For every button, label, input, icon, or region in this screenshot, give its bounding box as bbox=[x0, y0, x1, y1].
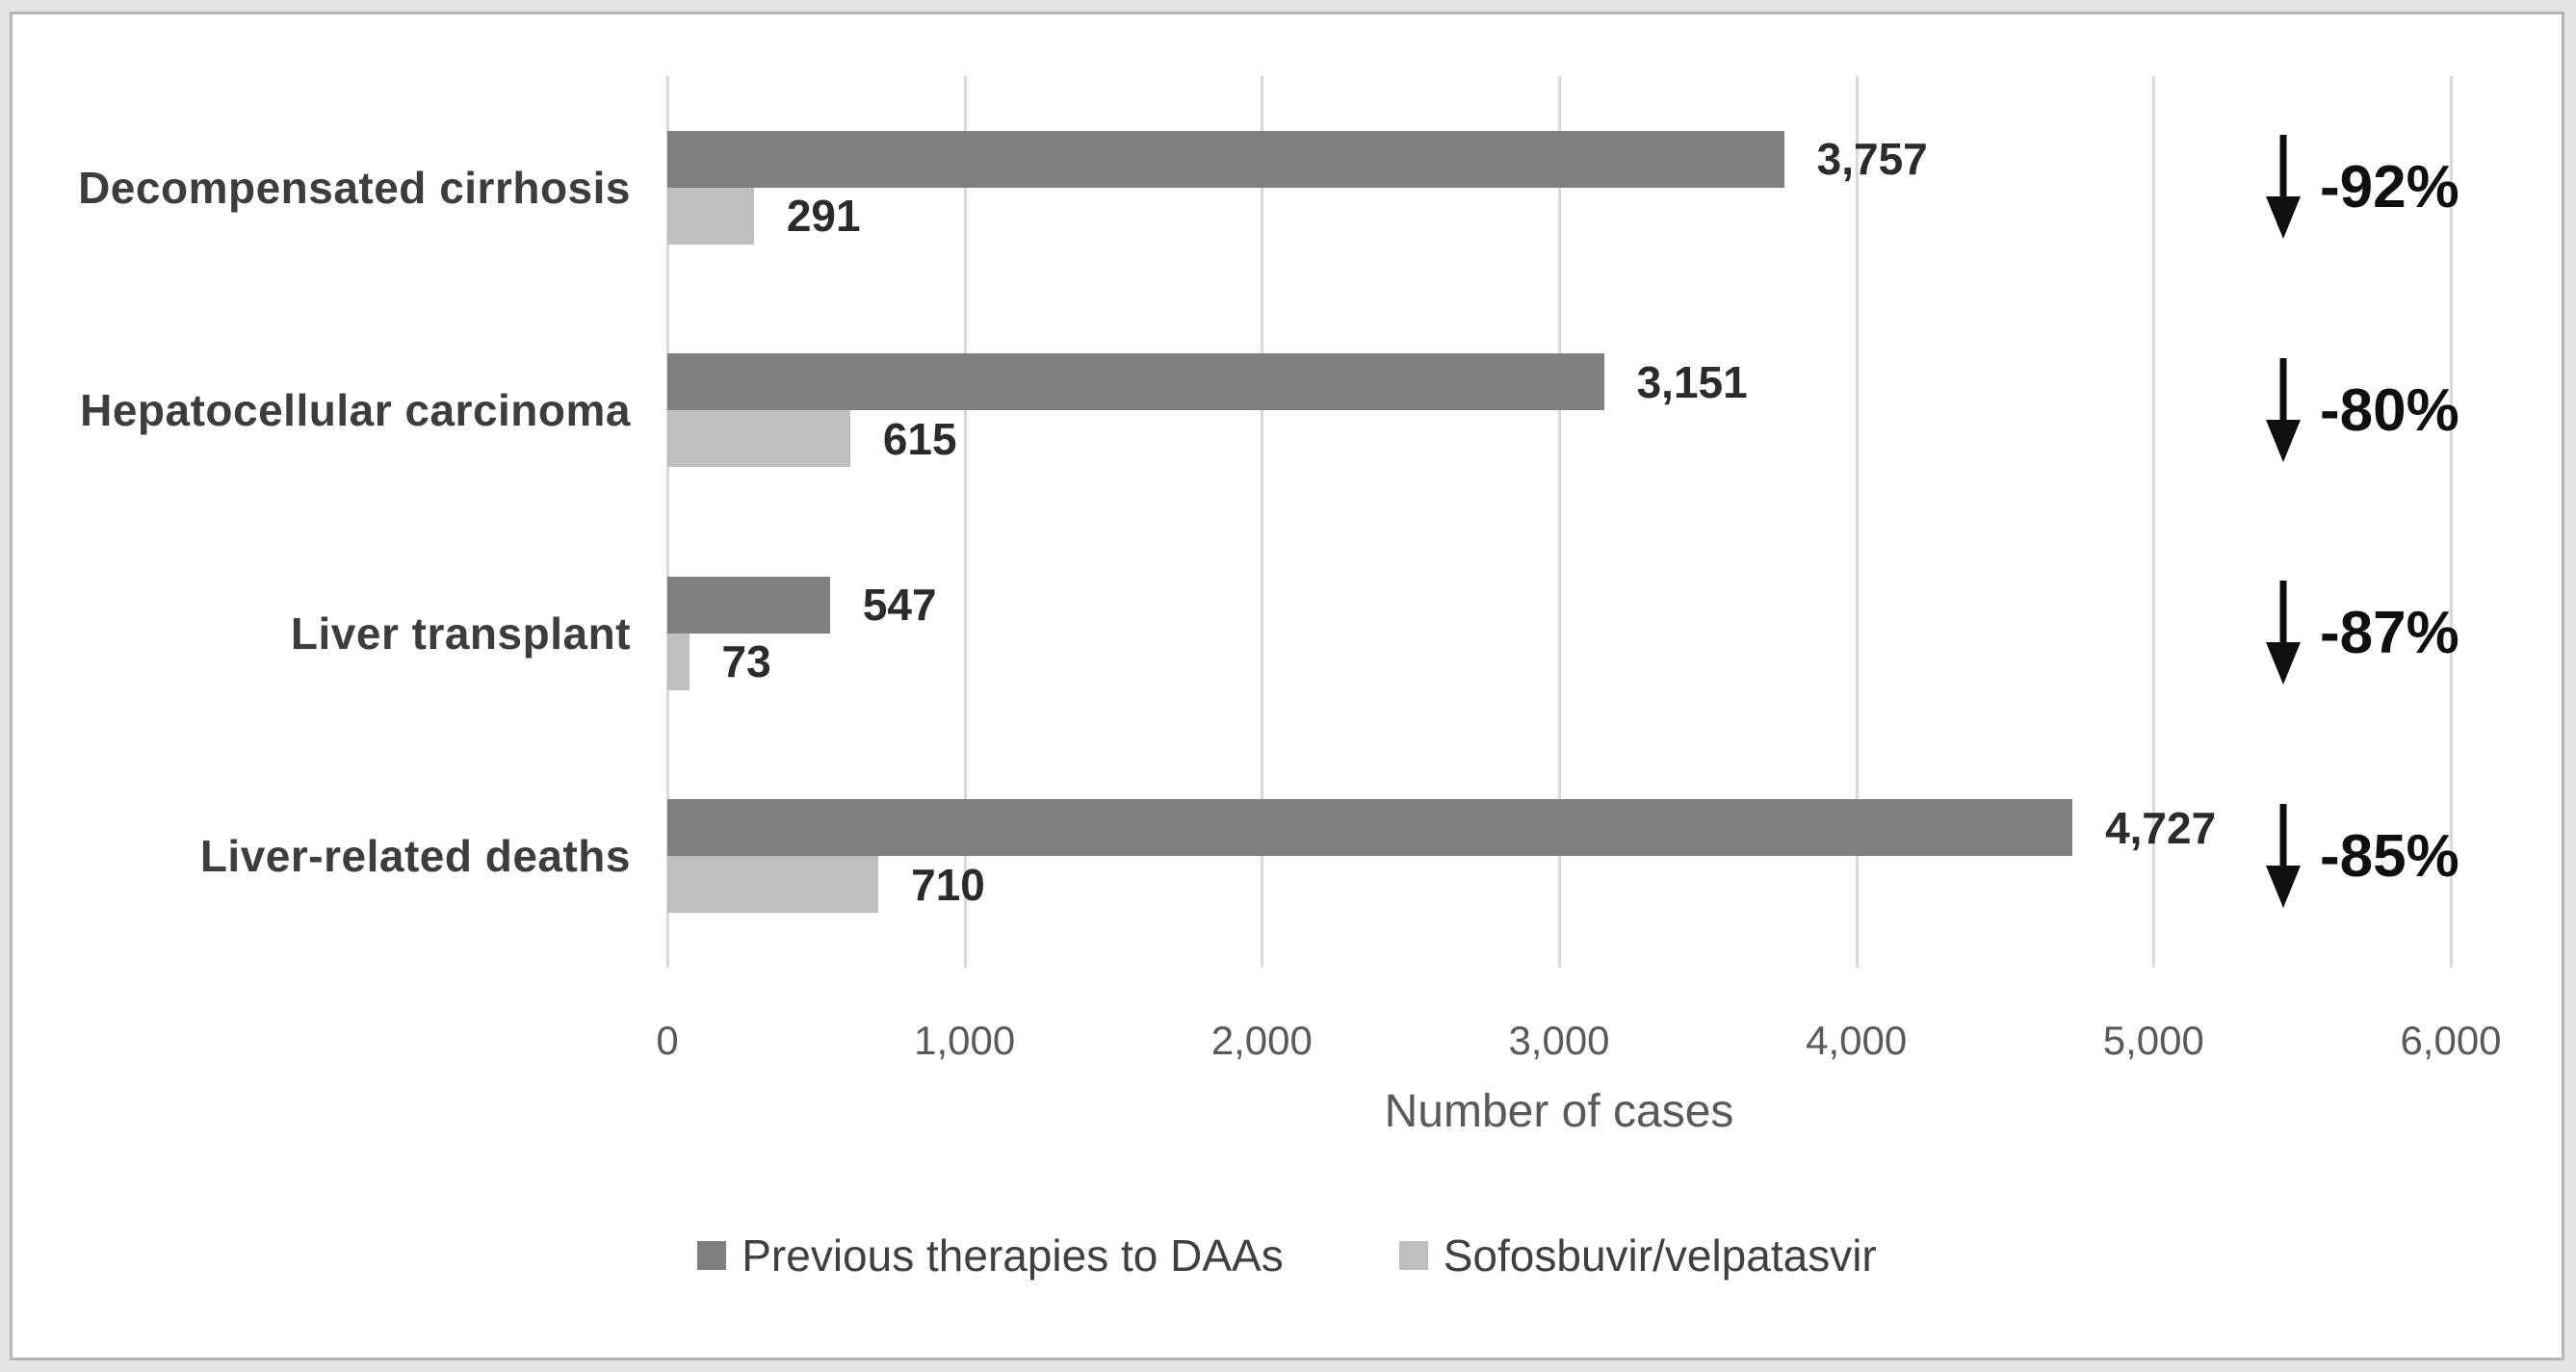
pct-change-group: -92% bbox=[2264, 76, 2459, 299]
value-label: 3,151 bbox=[1636, 356, 1748, 407]
pct-change-label: -80% bbox=[2320, 376, 2459, 444]
value-label: 547 bbox=[862, 580, 937, 631]
bar-previous-therapies bbox=[667, 576, 830, 634]
down-arrow-icon bbox=[2264, 575, 2303, 691]
category-label: Liver transplant bbox=[290, 608, 631, 659]
value-label: 615 bbox=[882, 413, 957, 464]
value-label: 4,727 bbox=[2105, 802, 2217, 853]
chart-row: Decompensated cirrhosis 3,757 291 -92% bbox=[13, 76, 2562, 299]
value-label: 710 bbox=[911, 859, 985, 910]
pct-change-label: -92% bbox=[2320, 154, 2459, 221]
gridline bbox=[1855, 76, 1859, 968]
x-axis-title: Number of cases bbox=[1384, 1086, 1734, 1137]
down-arrow-icon bbox=[2264, 798, 2303, 915]
legend-swatch-sofosbuvir bbox=[1398, 1241, 1428, 1270]
category-label: Decompensated cirrhosis bbox=[78, 162, 631, 213]
x-tick-label: 0 bbox=[656, 1018, 679, 1063]
category-label: Hepatocellular carcinoma bbox=[80, 385, 631, 436]
bar-sofosbuvir bbox=[667, 856, 879, 914]
value-label: 3,757 bbox=[1816, 134, 1928, 185]
gridline bbox=[2450, 76, 2453, 968]
legend-item: Sofosbuvir/velpatasvir bbox=[1398, 1230, 1877, 1281]
value-label: 73 bbox=[721, 636, 771, 687]
category-label: Liver-related deaths bbox=[199, 831, 631, 882]
x-tick-label: 6,000 bbox=[2400, 1018, 2502, 1063]
gridline bbox=[1261, 76, 1264, 968]
y-axis-line bbox=[666, 76, 669, 968]
bar-sofosbuvir bbox=[667, 633, 690, 690]
legend-item: Previous therapies to DAAs bbox=[697, 1230, 1284, 1281]
bar-previous-therapies bbox=[667, 799, 2073, 857]
pct-change-group: -80% bbox=[2264, 299, 2459, 523]
pct-change-label: -85% bbox=[2320, 822, 2459, 890]
down-arrow-icon bbox=[2264, 129, 2303, 246]
legend-label: Sofosbuvir/velpatasvir bbox=[1443, 1230, 1877, 1281]
gridline bbox=[963, 76, 967, 968]
x-tick-label: 1,000 bbox=[914, 1018, 1016, 1063]
chart-row: Liver transplant 547 73 -87% bbox=[13, 522, 2562, 745]
gridline bbox=[1558, 76, 1561, 968]
gridline bbox=[2152, 76, 2156, 968]
bar-sofosbuvir bbox=[667, 187, 754, 245]
chart-row: Liver-related deaths 4,727 710 -85% bbox=[13, 745, 2562, 969]
x-tick-label: 2,000 bbox=[1210, 1018, 1313, 1063]
pct-change-group: -85% bbox=[2264, 745, 2459, 969]
down-arrow-icon bbox=[2264, 352, 2303, 469]
x-tick-label: 5,000 bbox=[2102, 1018, 2204, 1063]
legend-label: Previous therapies to DAAs bbox=[742, 1230, 1284, 1281]
bar-previous-therapies bbox=[667, 130, 1784, 188]
x-tick-label: 4,000 bbox=[1806, 1018, 1908, 1063]
bar-previous-therapies bbox=[667, 353, 1604, 411]
legend-swatch-previous-therapies bbox=[697, 1241, 727, 1270]
bar-sofosbuvir bbox=[667, 410, 850, 468]
value-label: 291 bbox=[786, 191, 861, 242]
pct-change-group: -87% bbox=[2264, 522, 2459, 745]
plot-area: 0 1,000 2,000 3,000 4,000 5,000 6,000 Decompens… bbox=[13, 14, 2562, 1358]
chart-panel: 0 1,000 2,000 3,000 4,000 5,000 6,000 Decompens… bbox=[10, 12, 2564, 1360]
pct-change-label: -87% bbox=[2320, 600, 2459, 667]
chart-row: Hepatocellular carcinoma 3,151 615 -80% bbox=[13, 299, 2562, 523]
x-tick-label: 3,000 bbox=[1508, 1018, 1610, 1063]
legend: Previous therapies to DAAs Sofosbuvir/vel… bbox=[13, 1230, 2562, 1281]
